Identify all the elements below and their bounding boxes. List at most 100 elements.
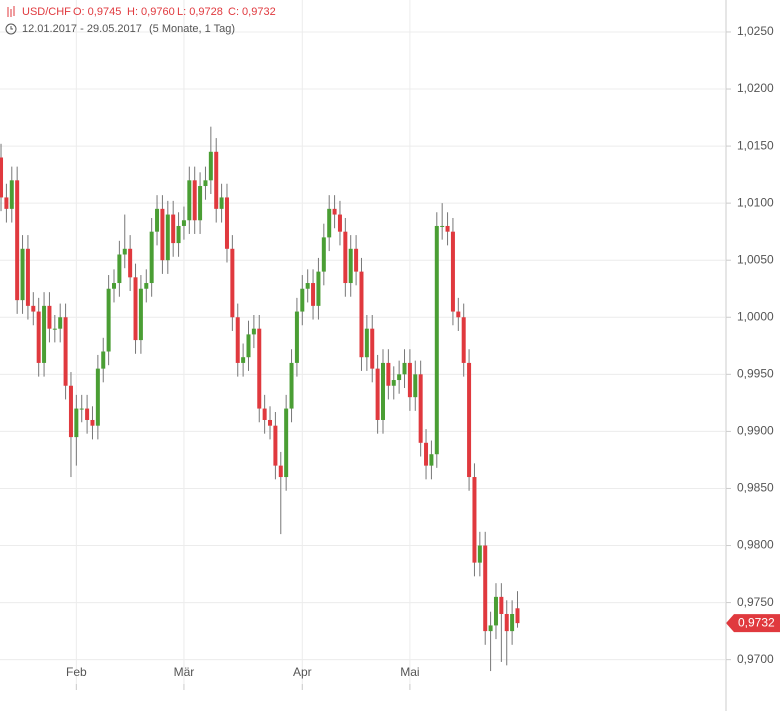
candle-body (440, 225, 445, 227)
candle-body (122, 248, 127, 255)
candle-body (4, 197, 9, 209)
last-price-tag (726, 614, 780, 633)
candle-body (262, 408, 267, 420)
candle-body (268, 419, 273, 426)
candle-body (343, 231, 348, 284)
candle-body (36, 311, 41, 363)
candle-body (25, 248, 30, 306)
candle-body (375, 368, 380, 420)
candle-body (456, 311, 461, 318)
open: O: 0,9745 (73, 6, 121, 18)
y-tick-label: 1,0100 (737, 195, 774, 209)
y-tick-label: 0,9950 (737, 367, 774, 381)
y-tick-label: 0,9700 (737, 652, 774, 666)
candle-body (364, 328, 369, 358)
candle-body (337, 214, 342, 232)
y-tick-label: 1,0000 (737, 309, 774, 323)
candle-body (332, 208, 337, 215)
candle-body (149, 231, 154, 284)
candle-body (187, 180, 192, 221)
symbol-icon (7, 6, 15, 17)
candle-body (246, 334, 251, 358)
candle-body (52, 328, 57, 330)
candle-body (483, 545, 488, 632)
last-price-label: 0,9732 (738, 615, 775, 629)
candle-body (354, 248, 359, 272)
candle-body (445, 225, 450, 232)
candle-body (165, 214, 170, 261)
date-range: 12.01.2017 - 29.05.2017 (22, 23, 142, 35)
candle-body (380, 362, 385, 420)
candle-body (510, 613, 515, 632)
candle-body (79, 408, 84, 410)
candle-body (20, 248, 25, 301)
candle-body (74, 408, 79, 438)
candle-body (106, 288, 111, 352)
candle-body (305, 283, 310, 289)
candle-body (133, 277, 138, 341)
y-tick-label: 0,9900 (737, 424, 774, 438)
candle-body (241, 357, 246, 363)
candle-body (181, 220, 186, 226)
candle-body (472, 477, 477, 563)
candle-body (434, 225, 439, 455)
low: L: 0,9728 (177, 6, 223, 18)
candle-body (117, 254, 122, 284)
candle-body (289, 362, 294, 409)
candle-body (418, 374, 423, 443)
y-tick-label: 0,9750 (737, 595, 774, 609)
candle-body (155, 208, 160, 232)
candle-body (391, 380, 396, 386)
candle-body (327, 208, 332, 238)
x-tick-label: Mai (400, 665, 419, 679)
candle-body (138, 288, 143, 341)
candle-body (370, 328, 375, 369)
candle-body (63, 317, 68, 386)
candle-body (128, 248, 133, 278)
candle-body (42, 305, 47, 363)
candle-body (95, 368, 100, 426)
candle-body (68, 385, 73, 438)
candle-body (493, 596, 498, 626)
plot: 0,9700 0,9750 0,9800 0,9850 0,9900 0,9950 1,00… (0, 0, 780, 690)
candle-body (235, 317, 240, 363)
candle-body (47, 305, 52, 329)
date-span: (5 Monate, 1 Tag) (149, 23, 235, 35)
y-tick-label: 1,0050 (737, 252, 774, 266)
candle-body (429, 454, 434, 466)
candle-body (321, 237, 326, 272)
candle-body (15, 180, 20, 301)
candle-body (413, 374, 418, 398)
candle-body (160, 208, 165, 261)
candle-body (488, 625, 493, 632)
x-tick-label: Apr (293, 665, 312, 679)
candle-body (251, 328, 256, 335)
candle-body (477, 545, 482, 563)
candle-body (219, 197, 224, 209)
close: C: 0,9732 (228, 6, 276, 18)
candle-body (90, 419, 95, 426)
y-tick-label: 1,0250 (737, 24, 774, 38)
candle-body (101, 351, 106, 369)
candle-body (0, 157, 4, 198)
candle-body (284, 408, 289, 478)
candle-body (176, 225, 181, 244)
candle-body (273, 425, 278, 466)
y-tick-label: 0,9850 (737, 481, 774, 495)
symbol: USD/CHF (22, 6, 71, 18)
candle-body (359, 271, 364, 358)
candle-body (515, 608, 520, 624)
clock-icon (5, 23, 17, 35)
candle-body (257, 328, 262, 409)
candle-body (316, 271, 321, 306)
candle-body (504, 613, 509, 632)
candle-body (208, 151, 213, 181)
candle-body (397, 374, 402, 381)
candle-body (311, 283, 316, 306)
x-tick-label: Mär (174, 665, 195, 679)
candle-body (386, 362, 391, 386)
x-tick-label: Feb (66, 665, 87, 679)
candle-body (192, 180, 197, 221)
y-tick-label: 0,9800 (737, 538, 774, 552)
